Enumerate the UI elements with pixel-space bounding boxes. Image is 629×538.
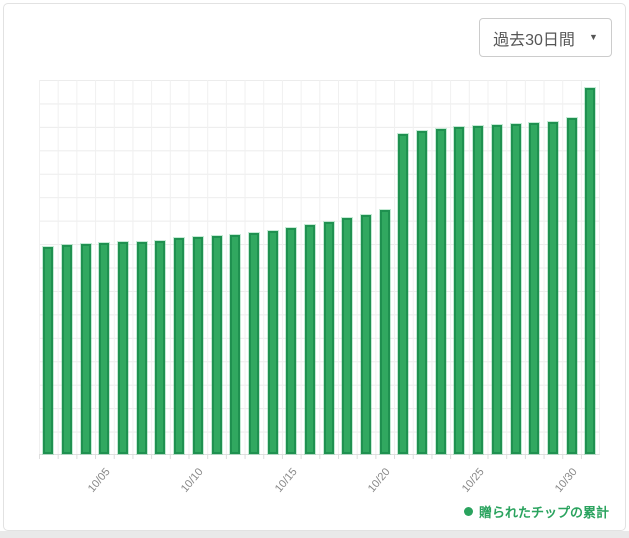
bar-10/25[interactable]	[473, 126, 484, 454]
bar-slot	[488, 80, 507, 454]
bar-slot	[58, 80, 77, 454]
x-axis-label: 10/20	[366, 466, 394, 495]
bar-slot	[413, 80, 432, 454]
x-axis-label: 10/30	[553, 466, 581, 495]
bar-slot	[207, 80, 226, 454]
bar-slot	[544, 80, 563, 454]
bar-slot	[95, 80, 114, 454]
bar-chart: 10/05 10/10 10/15 10/20 10/25 10/30	[39, 80, 600, 495]
bar-10/08[interactable]	[155, 240, 166, 454]
legend-dot-icon	[463, 507, 473, 516]
bar-10/20[interactable]	[379, 209, 390, 454]
bar-10/10[interactable]	[192, 237, 203, 454]
bar-slot	[581, 80, 600, 454]
bar-slot	[151, 80, 170, 454]
bar-slot	[375, 80, 394, 454]
x-axis-label: 10/25	[459, 466, 487, 495]
bar-slot	[319, 80, 338, 454]
period-select-value: 過去30日間	[493, 31, 575, 49]
bar-slot	[263, 80, 282, 454]
bar-slot	[525, 80, 544, 454]
bar-10/02[interactable]	[43, 247, 54, 454]
bar-10/27[interactable]	[510, 123, 521, 454]
bar-10/29[interactable]	[547, 121, 558, 454]
x-axis-ticks	[39, 454, 599, 459]
chart-card: 過去30日間 ▼ 10/05 10/10 10/15 10/20 10/25 10/30 …	[3, 3, 626, 531]
bar-slot	[394, 80, 413, 454]
bar-slot	[132, 80, 151, 454]
bar-slot	[76, 80, 95, 454]
bar-10/23[interactable]	[435, 128, 446, 454]
bar-slot	[562, 80, 581, 454]
bar-slot	[469, 80, 488, 454]
bar-10/22[interactable]	[417, 131, 428, 454]
chevron-down-icon: ▼	[588, 32, 598, 42]
bar-slot	[170, 80, 189, 454]
page-background-strip	[0, 531, 629, 538]
bar-slot	[338, 80, 357, 454]
bar-slot	[39, 80, 58, 454]
bar-10/06[interactable]	[118, 242, 129, 454]
bar-10/21[interactable]	[398, 133, 409, 454]
bar-slot	[301, 80, 320, 454]
bar-slot	[450, 80, 469, 454]
bar-slot	[114, 80, 133, 454]
x-axis-labels: 10/05 10/10 10/15 10/20 10/25 10/30	[39, 454, 599, 500]
legend-label: 贈られたチップの累計	[478, 505, 609, 520]
bar-slot	[189, 80, 208, 454]
bar-10/19[interactable]	[361, 214, 372, 454]
bar-10/15[interactable]	[286, 228, 297, 454]
bar-10/24[interactable]	[454, 127, 465, 454]
bar-10/17[interactable]	[323, 221, 334, 454]
bar-10/31[interactable]	[585, 87, 596, 454]
bar-slot	[226, 80, 245, 454]
bar-10/28[interactable]	[529, 123, 540, 454]
period-select[interactable]: 過去30日間 ▼	[479, 18, 612, 57]
bar-10/05[interactable]	[99, 242, 110, 454]
bar-10/18[interactable]	[342, 218, 353, 454]
legend-item[interactable]: 贈られたチップの累計	[463, 502, 609, 521]
bar-10/16[interactable]	[304, 225, 315, 454]
bar-10/11[interactable]	[211, 235, 222, 454]
bars-container	[39, 80, 599, 454]
bar-10/03[interactable]	[62, 245, 73, 454]
bar-10/30[interactable]	[566, 118, 577, 454]
bar-10/26[interactable]	[491, 124, 502, 454]
bar-10/09[interactable]	[174, 238, 185, 454]
bar-slot	[282, 80, 301, 454]
bar-10/04[interactable]	[80, 244, 91, 454]
bar-slot	[245, 80, 264, 454]
bar-10/14[interactable]	[267, 230, 278, 454]
bar-10/13[interactable]	[248, 233, 259, 454]
bar-10/12[interactable]	[230, 234, 241, 454]
x-axis-label: 10/05	[85, 466, 113, 495]
bar-slot	[357, 80, 376, 454]
x-axis-label: 10/10	[179, 466, 207, 495]
bar-slot	[506, 80, 525, 454]
bar-slot	[431, 80, 450, 454]
x-axis-label: 10/15	[272, 466, 300, 495]
bar-10/07[interactable]	[136, 241, 147, 454]
